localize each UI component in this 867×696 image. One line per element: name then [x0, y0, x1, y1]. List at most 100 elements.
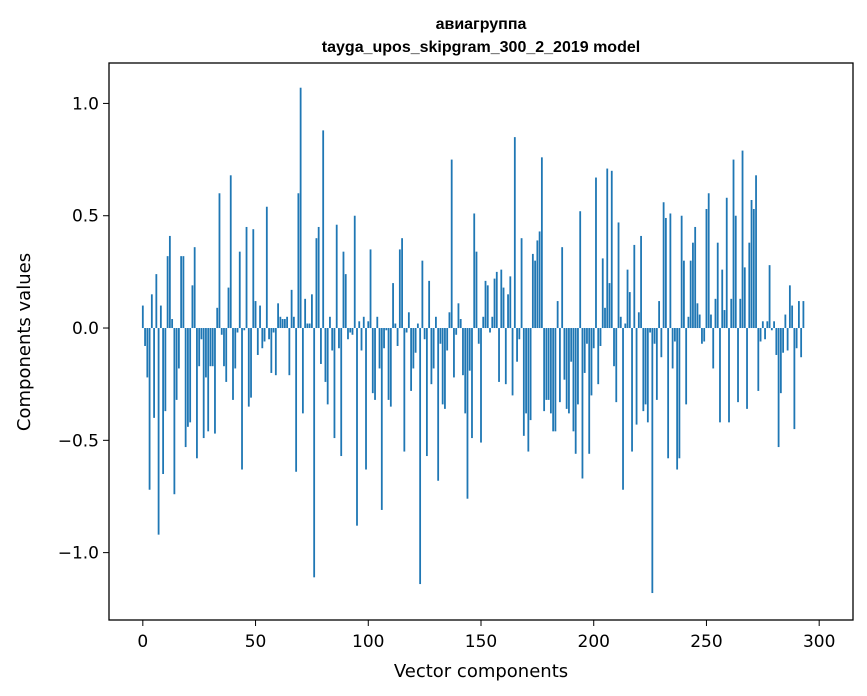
- bar-component-158: [498, 328, 500, 382]
- bar-component-22: [191, 285, 194, 329]
- bar-component-284: [782, 328, 785, 353]
- bar-component-212: [619, 316, 622, 329]
- bar-component-118: [407, 312, 410, 329]
- bar-component-84: [331, 328, 334, 351]
- y-tick-label: −1.0: [58, 544, 99, 564]
- bar-component-268: [746, 328, 748, 409]
- bar-component-59: [274, 328, 277, 376]
- bar-component-51: [256, 328, 259, 355]
- bar-component-108: [385, 328, 388, 331]
- bar-component-76: [313, 328, 316, 578]
- bar-component-125: [423, 328, 426, 340]
- bar-component-112: [394, 323, 397, 329]
- bar-component-242: [687, 316, 690, 329]
- bar-component-33: [216, 307, 219, 329]
- bar-component-142: [462, 328, 464, 376]
- bar-component-236: [673, 328, 676, 342]
- bar-component-156: [493, 278, 496, 329]
- bar-component-11: [166, 256, 169, 329]
- bar-component-290: [795, 328, 798, 349]
- bar-component-130: [435, 316, 437, 329]
- bar-component-169: [522, 328, 525, 436]
- bar-component-219: [635, 328, 638, 425]
- bar-component-257: [721, 269, 724, 329]
- bar-component-61: [279, 316, 282, 329]
- bar-component-229: [658, 301, 661, 329]
- bar-component-266: [741, 150, 744, 329]
- x-tick-label: 250: [690, 632, 722, 652]
- bar-component-79: [320, 328, 322, 364]
- bar-component-119: [410, 328, 413, 391]
- chart-title-line2: tayga_upos_skipgram_300_2_2019 model: [322, 39, 640, 56]
- bar-component-213: [622, 328, 624, 490]
- bar-component-43: [238, 251, 241, 329]
- bar-component-42: [236, 328, 239, 333]
- bar-component-239: [680, 215, 683, 329]
- bar-component-273: [757, 328, 760, 391]
- bar-component-132: [439, 328, 442, 344]
- bar-component-87: [338, 328, 340, 349]
- bar-component-195: [581, 328, 584, 479]
- y-axis-ticks: −1.0 −0.5 0.0 0.5 1.0: [58, 94, 109, 564]
- bar-component-101: [369, 249, 372, 329]
- bar-component-240: [683, 260, 685, 329]
- bar-component-235: [671, 328, 674, 369]
- bar-component-18: [182, 256, 185, 329]
- bar-component-122: [416, 323, 419, 329]
- bar-component-16: [177, 328, 180, 369]
- bar-component-80: [322, 130, 325, 329]
- bar-component-184: [556, 301, 559, 329]
- bar-component-259: [725, 197, 728, 329]
- bar-component-0: [141, 305, 144, 329]
- bar-component-113: [396, 328, 399, 346]
- bar-component-286: [786, 328, 789, 351]
- bar-component-147: [473, 213, 476, 329]
- bar-component-35: [220, 328, 223, 335]
- bar-component-66: [290, 289, 293, 329]
- y-tick-label: 1.0: [72, 94, 99, 114]
- bar-component-220: [637, 312, 640, 329]
- bar-component-145: [468, 328, 471, 371]
- bar-component-279: [770, 328, 773, 331]
- bar-component-254: [714, 298, 717, 329]
- bar-component-117: [405, 328, 408, 333]
- y-axis-label: Components values: [14, 253, 35, 431]
- bar-component-86: [335, 224, 338, 329]
- bar-component-292: [800, 328, 803, 358]
- bar-component-60: [277, 303, 279, 329]
- bar-component-44: [241, 328, 243, 470]
- bar-component-74: [308, 323, 311, 329]
- bar-component-167: [518, 328, 521, 340]
- bar-component-185: [559, 328, 561, 403]
- bar-component-6: [155, 274, 158, 329]
- bar-component-50: [254, 301, 257, 329]
- bar-component-206: [606, 168, 609, 329]
- bar-component-203: [599, 328, 602, 346]
- y-tick-label: 0.5: [72, 207, 99, 227]
- bar-component-247: [698, 314, 701, 329]
- bar-component-21: [189, 328, 192, 423]
- bar-component-58: [272, 328, 275, 333]
- bar-component-14: [173, 328, 176, 495]
- bar-component-226: [651, 328, 654, 594]
- bar-component-9: [162, 328, 165, 475]
- bar-component-56: [268, 328, 270, 340]
- bar-component-111: [392, 283, 394, 329]
- bar-component-82: [326, 328, 329, 405]
- bar-component-243: [689, 260, 692, 329]
- bar-component-99: [365, 328, 367, 470]
- bar-component-186: [561, 247, 564, 329]
- bar-component-215: [626, 269, 629, 329]
- bar-component-151: [482, 316, 485, 329]
- bar-component-8: [159, 305, 162, 329]
- bar-component-234: [669, 213, 672, 329]
- bar-component-278: [768, 265, 771, 329]
- bar-component-188: [565, 328, 568, 409]
- bar-component-3: [148, 328, 151, 490]
- bar-component-223: [644, 328, 647, 405]
- bar-component-267: [743, 267, 746, 329]
- bar-component-25: [198, 328, 201, 367]
- bar-component-146: [471, 328, 473, 439]
- bar-component-107: [383, 328, 385, 349]
- bar-component-100: [367, 321, 370, 329]
